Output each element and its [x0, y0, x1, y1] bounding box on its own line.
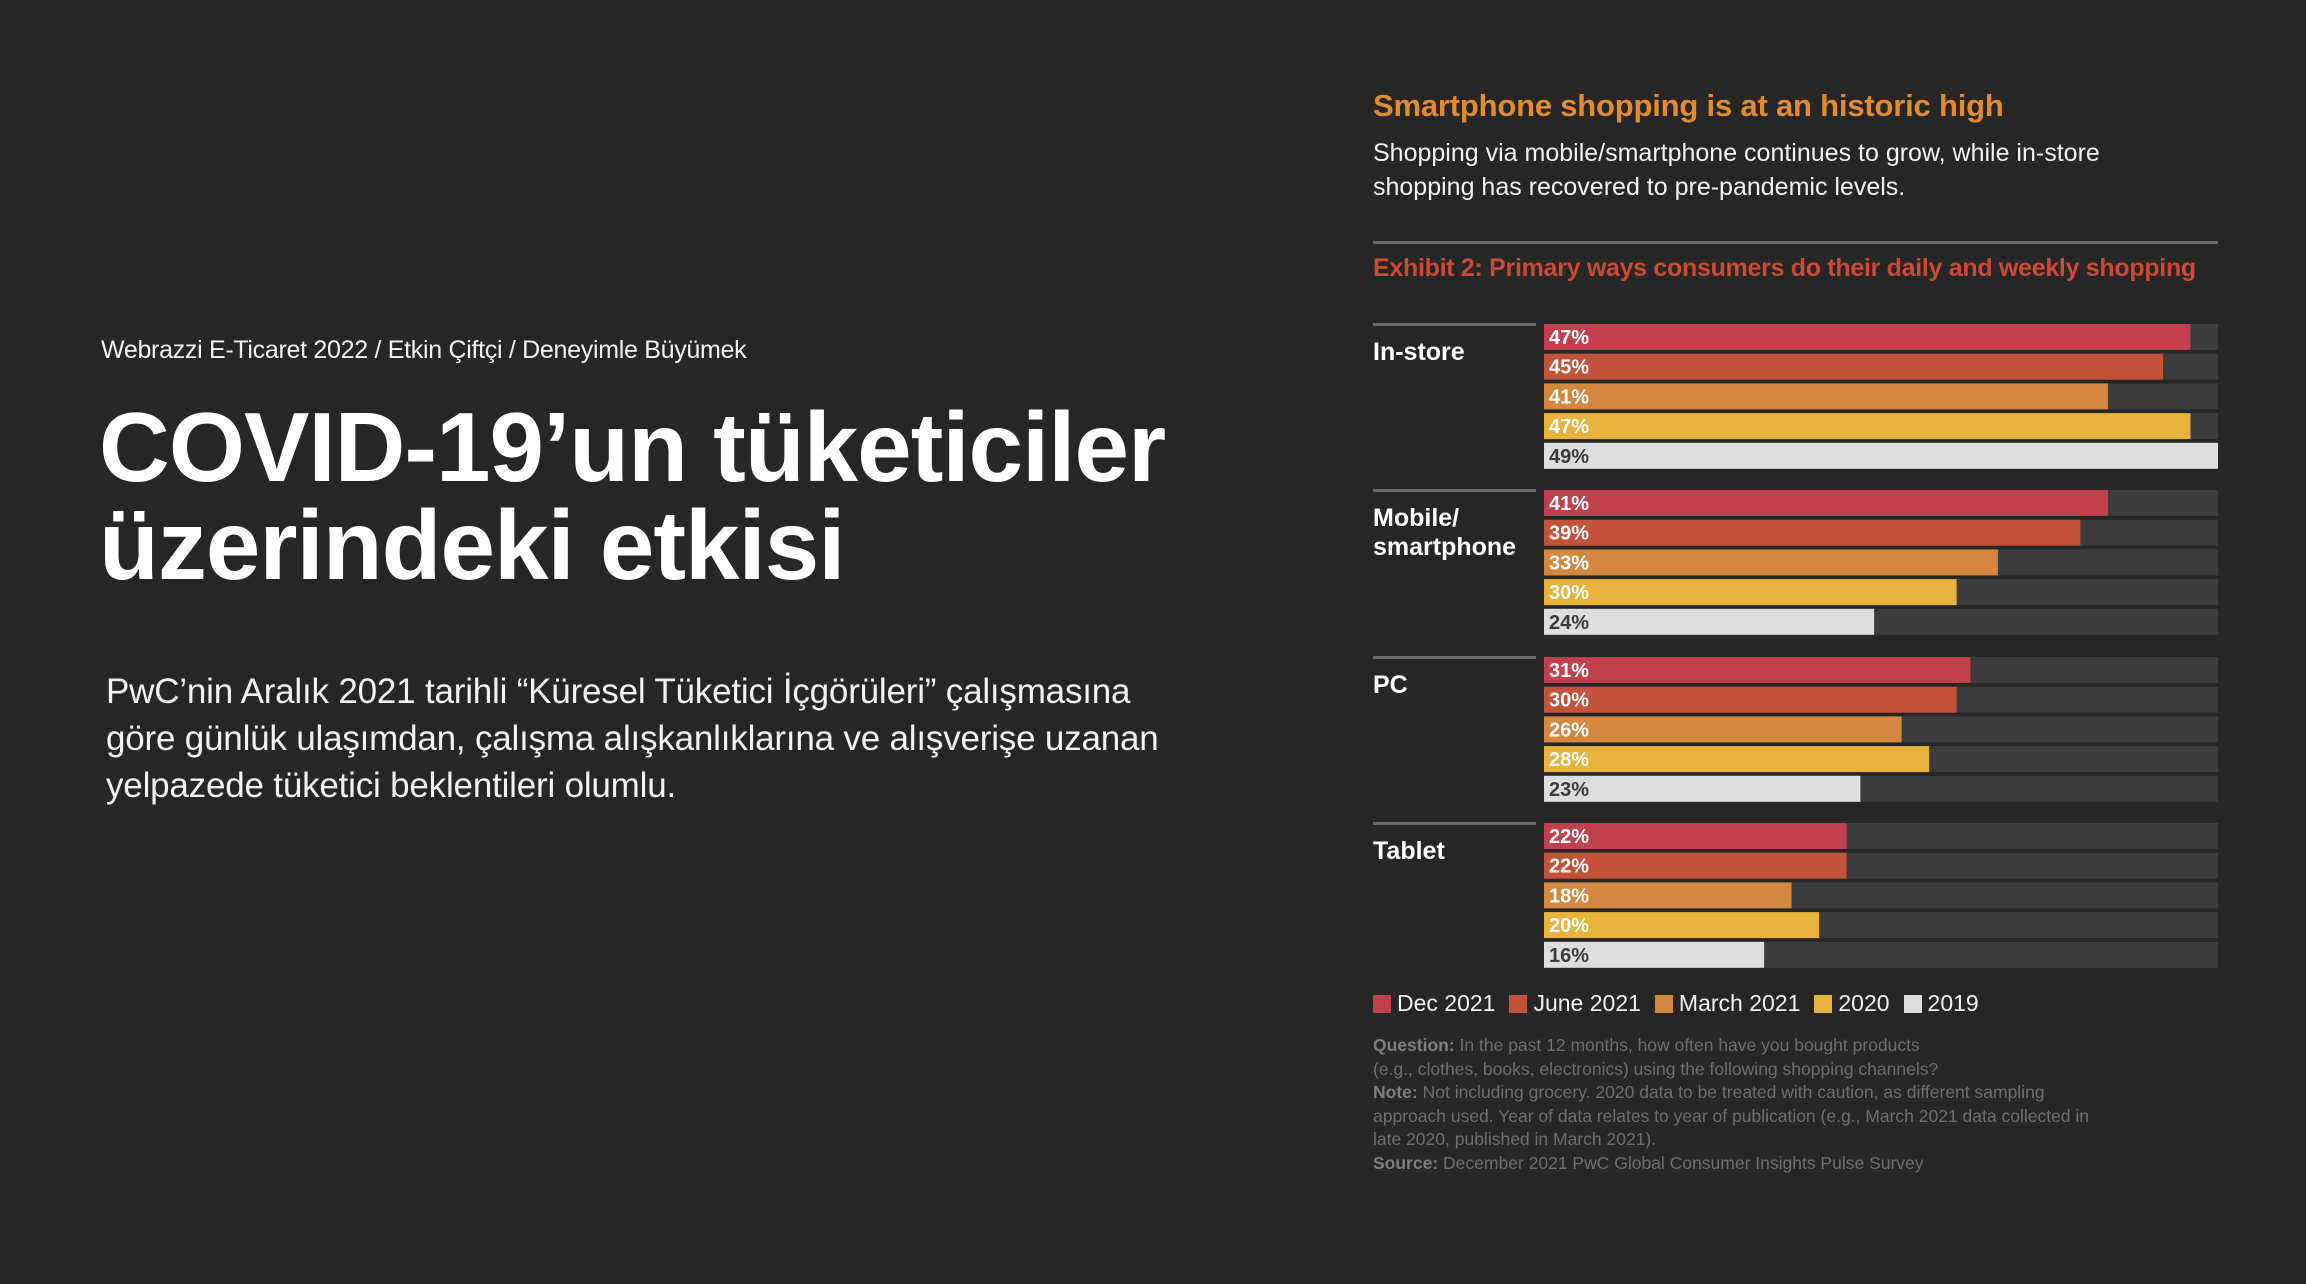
bar — [1544, 442, 2218, 469]
page-title-line-2: üzerindeki etkisi — [99, 490, 846, 600]
legend-swatch — [1814, 994, 1833, 1013]
page-title-line-1: COVID-19’un tüketiciler — [99, 392, 1166, 502]
legend-item: Dec 2021 — [1373, 990, 1495, 1017]
intro-line-3: yelpazede tüketici beklentileri olumlu. — [106, 766, 677, 805]
data-label: 49% — [1549, 446, 1589, 468]
legend-label: 2020 — [1838, 990, 1890, 1016]
note-text-1: Not including grocery. 2020 data to be t… — [1422, 1082, 2045, 1102]
bar — [1544, 912, 1820, 939]
data-label: 22% — [1549, 826, 1589, 848]
chart-subtitle: Shopping via mobile/smartphone continues… — [1373, 136, 2233, 204]
bar — [1544, 941, 1765, 968]
data-label: 20% — [1549, 915, 1589, 937]
legend-label: June 2021 — [1533, 990, 1641, 1016]
exhibit-label: Exhibit 2: Primary ways consumers do the… — [1373, 254, 2196, 282]
bar — [1544, 686, 1957, 713]
bar — [1544, 383, 2108, 410]
bar — [1544, 413, 2191, 440]
bar — [1544, 490, 2108, 516]
intro-paragraph: PwC’nin Aralık 2021 tarihli “Küresel Tük… — [106, 668, 1286, 809]
legend-swatch — [1509, 994, 1528, 1013]
bar — [1544, 852, 1847, 879]
data-label: 45% — [1549, 357, 1589, 379]
data-label: 30% — [1549, 690, 1589, 712]
question-label: Question: — [1373, 1035, 1455, 1055]
bar — [1544, 324, 2191, 350]
data-label: 22% — [1549, 856, 1589, 878]
bar — [1544, 579, 1957, 606]
legend-item: March 2021 — [1654, 990, 1801, 1017]
chart-legend: Dec 2021 June 2021 March 2021 2020 2019 — [1373, 990, 1979, 1017]
note-text-3: late 2020, published in March 2021). — [1373, 1129, 1657, 1149]
bar — [1544, 746, 1930, 773]
bar — [1544, 519, 2081, 546]
legend-swatch — [1654, 994, 1673, 1013]
data-label: 23% — [1549, 779, 1589, 801]
question-text-1: In the past 12 months, how often have yo… — [1459, 1035, 1920, 1055]
breadcrumb: Webrazzi E-Ticaret 2022 / Etkin Çiftçi /… — [101, 336, 747, 364]
data-label: 47% — [1549, 416, 1589, 438]
category-rule — [1373, 656, 1536, 659]
bar — [1544, 353, 2163, 380]
category-label: Mobile/ — [1373, 504, 1459, 532]
bar — [1544, 608, 1875, 635]
legend-swatch — [1903, 994, 1922, 1013]
bar — [1544, 882, 1792, 909]
bar — [1544, 823, 1847, 849]
legend-label: March 2021 — [1678, 990, 1801, 1016]
data-label: 26% — [1549, 719, 1589, 741]
page-title: COVID-19’un tüketiciler üzerindeki etkis… — [99, 398, 1329, 594]
note-text-2: approach used. Year of data relates to y… — [1373, 1105, 2090, 1126]
category-rule — [1373, 822, 1536, 825]
data-label: 41% — [1549, 493, 1589, 515]
bar — [1544, 716, 1902, 743]
chart-top-rule — [1373, 241, 2218, 244]
source-label: Source: — [1373, 1152, 1439, 1173]
legend-item: June 2021 — [1509, 990, 1641, 1017]
data-label: 47% — [1549, 327, 1589, 349]
data-label: 24% — [1549, 612, 1589, 634]
data-label: 41% — [1549, 386, 1589, 408]
intro-line-2: göre günlük ulaşımdan, çalışma alışkanlı… — [106, 719, 1159, 758]
chart-subtitle-line-1: Shopping via mobile/smartphone continues… — [1373, 139, 2100, 167]
data-label: 33% — [1549, 552, 1589, 574]
data-label: 16% — [1549, 945, 1589, 967]
legend-label: Dec 2021 — [1397, 990, 1496, 1016]
category-label: Tablet — [1373, 837, 1445, 865]
intro-line-1: PwC’nin Aralık 2021 tarihli “Küresel Tük… — [106, 672, 1131, 711]
legend-item: 2019 — [1903, 990, 1979, 1017]
category-label: smartphone — [1373, 533, 1516, 561]
data-label: 18% — [1549, 885, 1589, 907]
category-label: PC — [1373, 671, 1408, 699]
data-label: 28% — [1549, 749, 1589, 771]
bar — [1544, 549, 1998, 576]
legend-label: 2019 — [1927, 990, 1979, 1016]
category-rule — [1373, 323, 1536, 326]
data-label: 30% — [1549, 582, 1589, 604]
source-text: December 2021 PwC Global Consumer Insigh… — [1443, 1152, 1924, 1173]
bar — [1544, 775, 1861, 802]
chart-subtitle-line-2: shopping has recovered to pre-pandemic l… — [1373, 173, 1906, 201]
chart-footnote: Question: In the past 12 months, how oft… — [1373, 1034, 2223, 1175]
bar — [1544, 657, 1971, 683]
category-label: In-store — [1373, 338, 1465, 366]
question-text-2: (e.g., clothes, books, electronics) usin… — [1373, 1058, 1939, 1079]
note-label: Note: — [1373, 1082, 1418, 1102]
category-rule — [1373, 489, 1536, 492]
data-label: 39% — [1549, 523, 1589, 545]
legend-swatch — [1373, 994, 1391, 1013]
data-label: 31% — [1549, 660, 1589, 682]
chart-title: Smartphone shopping is at an historic hi… — [1373, 88, 2004, 123]
legend-item: 2020 — [1814, 990, 1890, 1017]
